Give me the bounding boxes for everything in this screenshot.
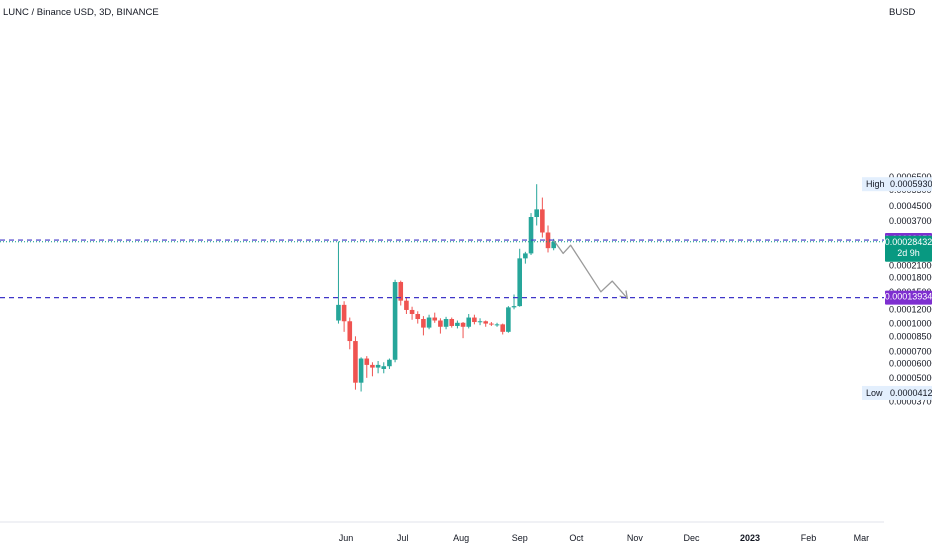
- candle-body: [466, 317, 472, 327]
- level-lines: [0, 239, 884, 299]
- time-tick-label: Nov: [627, 533, 644, 543]
- candle-body: [392, 282, 398, 360]
- candle-body: [443, 319, 449, 327]
- candle-body: [415, 314, 421, 320]
- time-axis[interactable]: Jun Jul Aug Sep Oct Nov Dec 2023 Feb Mar: [0, 521, 884, 543]
- time-tick-label: Jun: [339, 533, 354, 543]
- candle-body: [341, 304, 347, 322]
- candle-body: [438, 320, 443, 327]
- time-tick-label: Sep: [512, 533, 528, 543]
- price-tick-label: 0.00065000: [889, 172, 932, 182]
- price-tick-label: 0.00008500: [889, 331, 932, 341]
- candle-body: [358, 358, 364, 383]
- low-marker-value: 0.00004123: [890, 388, 932, 398]
- candle-body: [449, 319, 455, 326]
- candle-body: [404, 300, 409, 310]
- last-price-tag-text: 2d 9h: [897, 248, 920, 258]
- candle-body: [483, 321, 489, 324]
- candle-body: [534, 209, 539, 218]
- candle-body: [398, 282, 404, 301]
- price-tick-label: 0.00037000: [889, 216, 932, 226]
- candle-body: [387, 359, 392, 367]
- candle-body: [381, 366, 387, 369]
- chart-title: LUNC / Binance USD, 3D, BINANCE: [3, 7, 159, 18]
- currency-label: BUSD: [889, 7, 916, 18]
- time-tick-label: Dec: [683, 533, 700, 543]
- time-tick-label: Mar: [854, 533, 870, 543]
- high-marker-value: 0.00059300: [890, 179, 932, 189]
- candle-body: [364, 358, 370, 365]
- high-marker-label: High: [866, 179, 885, 189]
- last-price-tag-text: 0.00028432: [885, 237, 932, 247]
- projection-layer: [553, 239, 629, 300]
- candle-body: [506, 307, 511, 332]
- candle-body: [477, 321, 483, 323]
- candle-body: [421, 319, 426, 328]
- candle-body: [528, 217, 534, 254]
- candle-body: [370, 364, 375, 368]
- candle-body: [347, 321, 353, 342]
- last-price-tag-bg: [885, 235, 932, 262]
- price-tick-label: 0.00006000: [889, 359, 932, 369]
- low-marker: Low 0.00004123: [862, 385, 932, 400]
- high-marker: High 0.00059300: [862, 177, 932, 192]
- price-tick-label: 0.00003700: [889, 396, 932, 406]
- support-price-tag-bg: [885, 290, 932, 305]
- time-tick-label: Aug: [453, 533, 469, 543]
- candle-body: [545, 232, 551, 249]
- time-tick-label: Jul: [397, 533, 409, 543]
- candles: [336, 184, 556, 392]
- price-tick-label: 0.00045000: [889, 201, 932, 211]
- low-marker-label: Low: [866, 388, 883, 398]
- candle-body: [517, 258, 522, 307]
- support-price-tag-text: 0.00013934: [885, 292, 932, 302]
- candle-body: [489, 323, 494, 325]
- price-tick-label: 0.00018000: [889, 273, 932, 283]
- candle-body: [523, 253, 528, 259]
- candle-body: [409, 309, 415, 315]
- candle-body: [540, 209, 545, 233]
- candle-body: [500, 324, 506, 332]
- projection-arrowhead: [619, 290, 629, 300]
- candle-body: [426, 317, 432, 328]
- candle-body: [353, 341, 358, 383]
- price-axis[interactable]: 0.000650000.000550000.000450000.00037000…: [889, 172, 932, 406]
- candle-body: [455, 322, 460, 326]
- time-tick-label: 2023: [740, 533, 760, 543]
- candle-body: [460, 322, 466, 327]
- time-tick-label: Oct: [569, 533, 584, 543]
- support-price-tag: 0.00013934: [885, 290, 932, 305]
- candle-body: [375, 364, 381, 368]
- candle-body: [336, 304, 341, 321]
- candle-body: [494, 324, 500, 326]
- price-tick-label: 0.00005000: [889, 373, 932, 383]
- price-tick-label: 0.00012000: [889, 304, 932, 314]
- candle-body: [511, 306, 517, 308]
- high-marker-bg: [862, 177, 932, 192]
- projection-arrow-path: [553, 239, 628, 299]
- candle-body: [432, 317, 438, 321]
- price-tick-label: 0.00010000: [889, 319, 932, 329]
- low-marker-bg: [862, 385, 932, 400]
- candle-body: [551, 241, 556, 249]
- candle-body: [472, 317, 477, 323]
- price-tick-label: 0.00021000: [889, 260, 932, 270]
- price-tick-label: 0.00007000: [889, 347, 932, 357]
- time-tick-label: Feb: [801, 533, 817, 543]
